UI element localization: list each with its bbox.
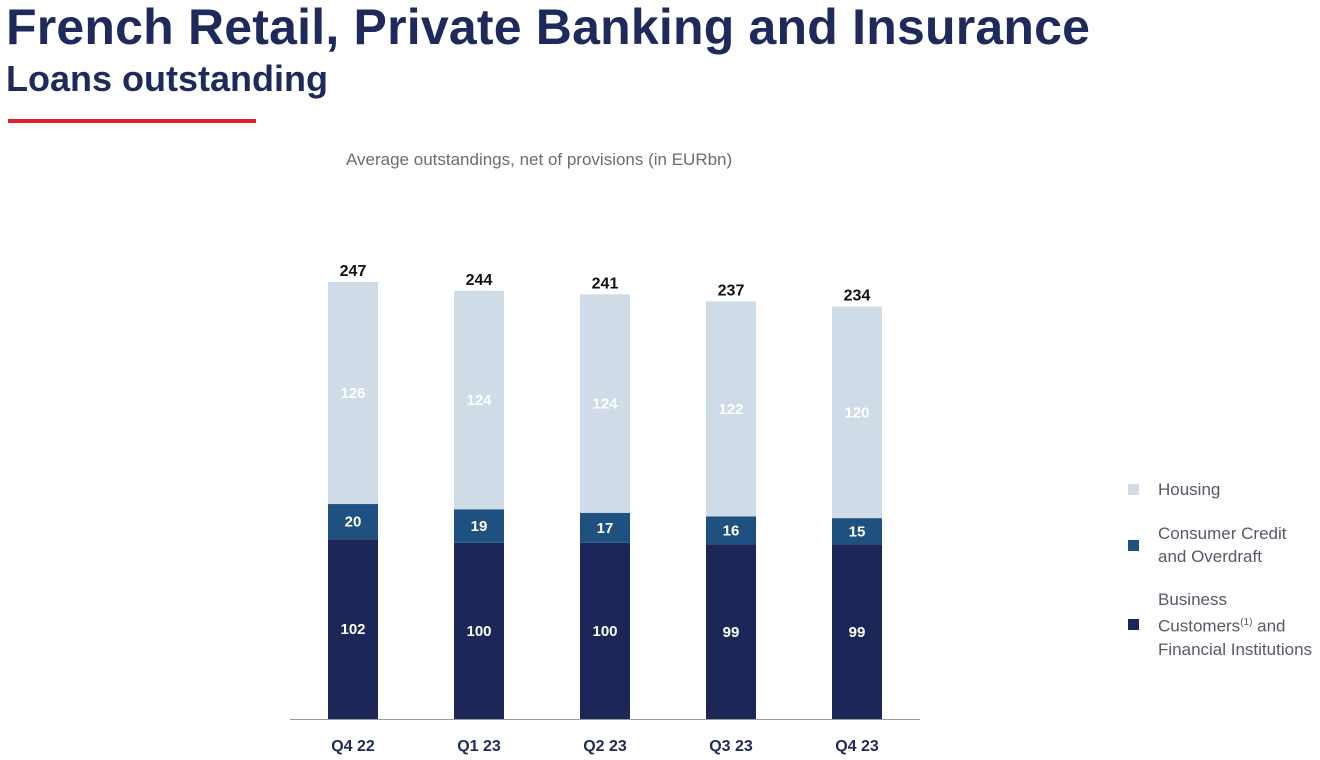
bar-segment-housing [832, 306, 882, 519]
segment-value-label: 100 [592, 623, 617, 640]
legend-label-housing: Housing [1158, 480, 1221, 499]
bar-segment-consumer [832, 518, 882, 545]
bar-segment-consumer [328, 504, 378, 540]
segment-value-label: 124 [592, 396, 618, 413]
segment-value-label: 102 [340, 621, 365, 638]
bar-segment-business [580, 542, 630, 719]
bar-total-label: 244 [466, 272, 493, 289]
segment-value-label: 15 [849, 523, 866, 540]
x-tick-label: Q2 23 [583, 738, 627, 755]
segment-value-label: 120 [844, 404, 869, 421]
segment-value-label: 19 [471, 518, 488, 535]
page-subtitle: Loans outstanding [6, 58, 328, 99]
title-underline [8, 119, 256, 123]
segment-value-label: 99 [849, 624, 866, 641]
legend-swatch-consumer [1128, 540, 1139, 551]
bar-segment-business [328, 539, 378, 719]
segment-value-label: 16 [723, 522, 740, 539]
x-tick-label: Q1 23 [457, 738, 501, 755]
bar-segment-business [832, 544, 882, 719]
legend-label-consumer: Consumer Credit and Overdraft [1158, 524, 1287, 566]
bar-segment-housing [580, 294, 630, 513]
segment-value-label: 124 [466, 392, 492, 409]
legend-swatch-business [1128, 619, 1139, 630]
bar-total-label: 241 [592, 275, 619, 292]
x-tick-label: Q4 22 [331, 738, 375, 755]
bar-segment-consumer [454, 509, 504, 543]
segment-value-label: 126 [340, 385, 365, 402]
x-tick-label: Q4 23 [835, 738, 879, 755]
bar-total-label: 247 [340, 263, 367, 280]
bar-segment-business [706, 544, 756, 719]
bar-segment-housing [706, 301, 756, 517]
bar-segment-housing [328, 282, 378, 505]
page-title: French Retail, Private Banking and Insur… [6, 0, 1091, 55]
x-tick-label: Q3 23 [709, 738, 753, 755]
chart-title: Average outstandings, net of provisions … [346, 150, 733, 169]
bar-segment-consumer [706, 516, 756, 545]
bar-segment-business [454, 542, 504, 719]
bar-total-label: 237 [718, 282, 745, 299]
bar-segment-housing [454, 290, 504, 510]
legend-swatch-housing [1128, 484, 1139, 495]
segment-value-label: 20 [345, 514, 362, 531]
segment-value-label: 100 [466, 623, 491, 640]
bar-total-label: 234 [844, 288, 871, 305]
segment-value-label: 17 [597, 520, 614, 537]
segment-value-label: 122 [718, 401, 743, 418]
segment-value-label: 99 [723, 624, 740, 641]
legend-label-business: Business Customers(1) and Financial Instit… [1158, 590, 1313, 659]
bar-segment-consumer [580, 512, 630, 543]
